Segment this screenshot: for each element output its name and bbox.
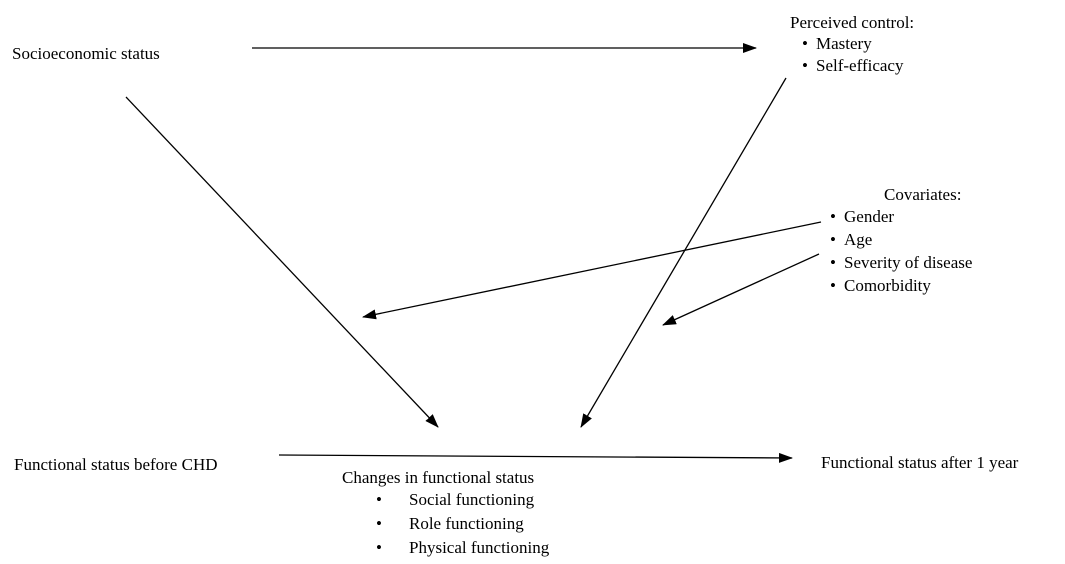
- covariate-item-severity: • Severity of disease: [830, 251, 972, 274]
- changes-item-role: • Role functioning: [376, 512, 549, 536]
- covariates-heading: Covariates:: [884, 185, 962, 204]
- arrow-gender-to-before: [362, 221, 822, 320]
- bullet-icon: •: [802, 34, 808, 53]
- changes-item-label: Role functioning: [409, 514, 524, 533]
- bullet-icon: •: [376, 514, 382, 533]
- perceived-control-item-mastery: • Mastery: [802, 33, 914, 55]
- covariate-item-label: Severity of disease: [844, 253, 973, 272]
- bullet-icon: •: [830, 253, 836, 272]
- changes-heading: Changes in functional status: [342, 468, 535, 487]
- arrow-ses-to-changes: [125, 96, 439, 428]
- bullet-icon: •: [830, 276, 836, 295]
- bullet-icon: •: [830, 207, 836, 226]
- covariates-node: Covariates: • Gender • Age • Severity of di…: [830, 184, 972, 297]
- socioeconomic-status-label: Socioeconomic status: [12, 44, 160, 63]
- covariate-item-age: • Age: [830, 228, 972, 251]
- changes-item-physical: • Physical functioning: [376, 536, 549, 560]
- arrow-before-to-after: [278, 452, 793, 463]
- functional-status-after-label: Functional status after 1 year: [821, 453, 1019, 472]
- functional-status-before-label: Functional status before CHD: [14, 455, 218, 474]
- perceived-control-item-label: Mastery: [816, 34, 872, 53]
- changes-item-social: • Social functioning: [376, 488, 549, 512]
- perceived-control-item-label: Self-efficacy: [816, 56, 904, 75]
- perceived-control-item-self-efficacy: • Self-efficacy: [802, 55, 914, 77]
- bullet-icon: •: [802, 56, 808, 75]
- changes-item-label: Physical functioning: [409, 538, 550, 557]
- bullet-icon: •: [830, 230, 836, 249]
- perceived-control-heading: Perceived control:: [790, 13, 915, 32]
- covariate-item-comorbidity: • Comorbidity: [830, 274, 972, 297]
- changes-node: Changes in functional status • Social fun…: [342, 467, 549, 560]
- bullet-icon: •: [376, 490, 382, 509]
- perceived-control-node: Perceived control: • Mastery • Self-effica…: [790, 12, 914, 77]
- covariate-item-label: Comorbidity: [844, 276, 931, 295]
- covariate-item-label: Gender: [844, 207, 895, 226]
- covariate-item-gender: • Gender: [830, 205, 972, 228]
- bullet-icon: •: [376, 538, 382, 557]
- arrow-perceived-control-to-changes: [580, 77, 787, 428]
- changes-item-label: Social functioning: [409, 490, 535, 509]
- arrow-age-to-crossing: [662, 253, 820, 326]
- covariate-item-label: Age: [844, 230, 873, 249]
